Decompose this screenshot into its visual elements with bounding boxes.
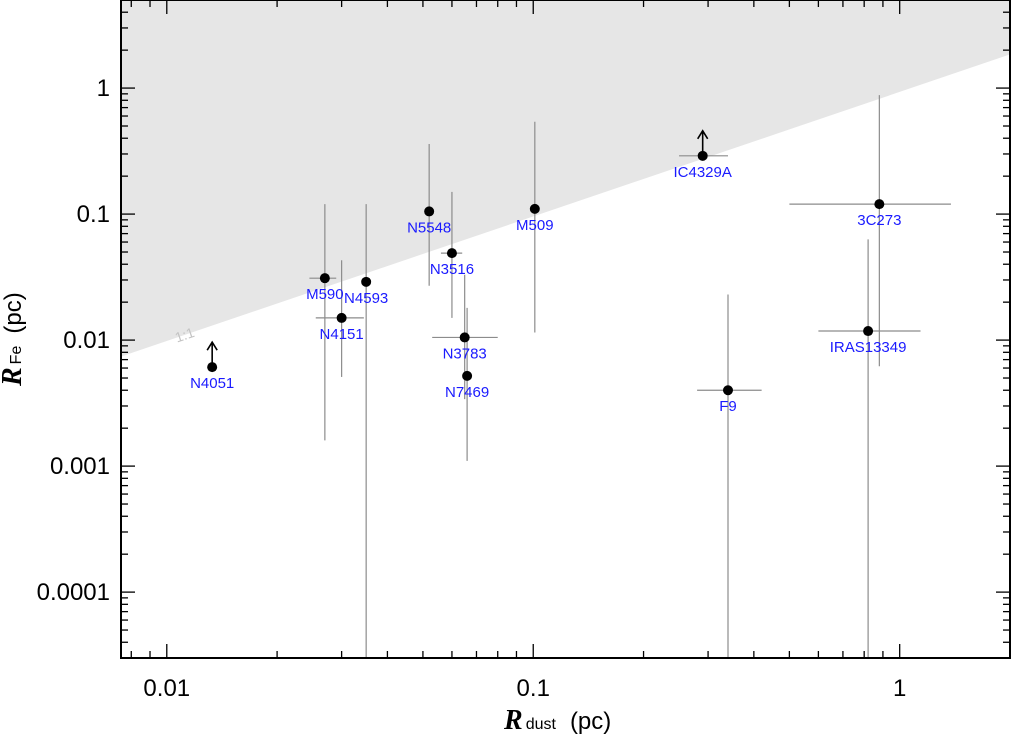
point-label: N4593 bbox=[344, 290, 388, 307]
shaded-region bbox=[121, 0, 1010, 357]
y-tick-label: 0.0001 bbox=[37, 579, 110, 606]
y-tick-label: 0.1 bbox=[77, 201, 110, 228]
plot-frame bbox=[120, 0, 1011, 659]
data-point bbox=[462, 370, 473, 381]
point-labels-layer: N4051 M590 N4151 N4593 N5548 N3516 N3783 N7469 M… bbox=[190, 164, 906, 415]
shaded-region-layer bbox=[121, 0, 1010, 357]
errorbar-layer bbox=[309, 95, 951, 658]
point-label: F9 bbox=[719, 398, 737, 415]
data-point bbox=[336, 312, 347, 323]
data-point bbox=[361, 276, 372, 287]
y-tick-label: 0.01 bbox=[63, 327, 110, 354]
point-label: N3783 bbox=[443, 345, 487, 362]
point-label: N3516 bbox=[430, 261, 474, 278]
data-point bbox=[722, 385, 733, 396]
point-label: N4051 bbox=[190, 375, 234, 392]
point-label: M590 bbox=[306, 286, 344, 303]
point-label: N7469 bbox=[445, 384, 489, 401]
points-layer bbox=[206, 129, 885, 396]
lower-limit-arrowhead bbox=[206, 340, 218, 351]
data-point bbox=[459, 332, 470, 343]
point-label: M509 bbox=[516, 217, 554, 234]
one-to-one-label: 1:1 bbox=[173, 324, 197, 345]
y-axis-title: RFe(pc) bbox=[0, 292, 28, 387]
y-tick-label: 0.001 bbox=[50, 453, 110, 480]
point-label: N4151 bbox=[320, 326, 364, 343]
x-tick-label: 0.01 bbox=[143, 675, 190, 702]
data-point bbox=[874, 199, 885, 210]
point-label: N5548 bbox=[407, 219, 451, 236]
point-label: 3C273 bbox=[857, 212, 901, 229]
x-tick-label: 0.1 bbox=[517, 675, 550, 702]
x-tick-label: 1 bbox=[893, 675, 906, 702]
data-point bbox=[319, 273, 330, 284]
data-point bbox=[863, 326, 874, 337]
data-point bbox=[424, 206, 435, 217]
point-label: IRAS13349 bbox=[830, 339, 907, 356]
data-point bbox=[529, 203, 540, 214]
point-label: IC4329A bbox=[673, 164, 731, 181]
lower-limit-arrowhead bbox=[697, 129, 709, 140]
data-point bbox=[446, 248, 457, 259]
ticks-layer: 0.01 0.1 1 0.0001 0.001 0.01 0.1 1 bbox=[37, 0, 1011, 702]
y-tick-label: 1 bbox=[97, 75, 110, 102]
